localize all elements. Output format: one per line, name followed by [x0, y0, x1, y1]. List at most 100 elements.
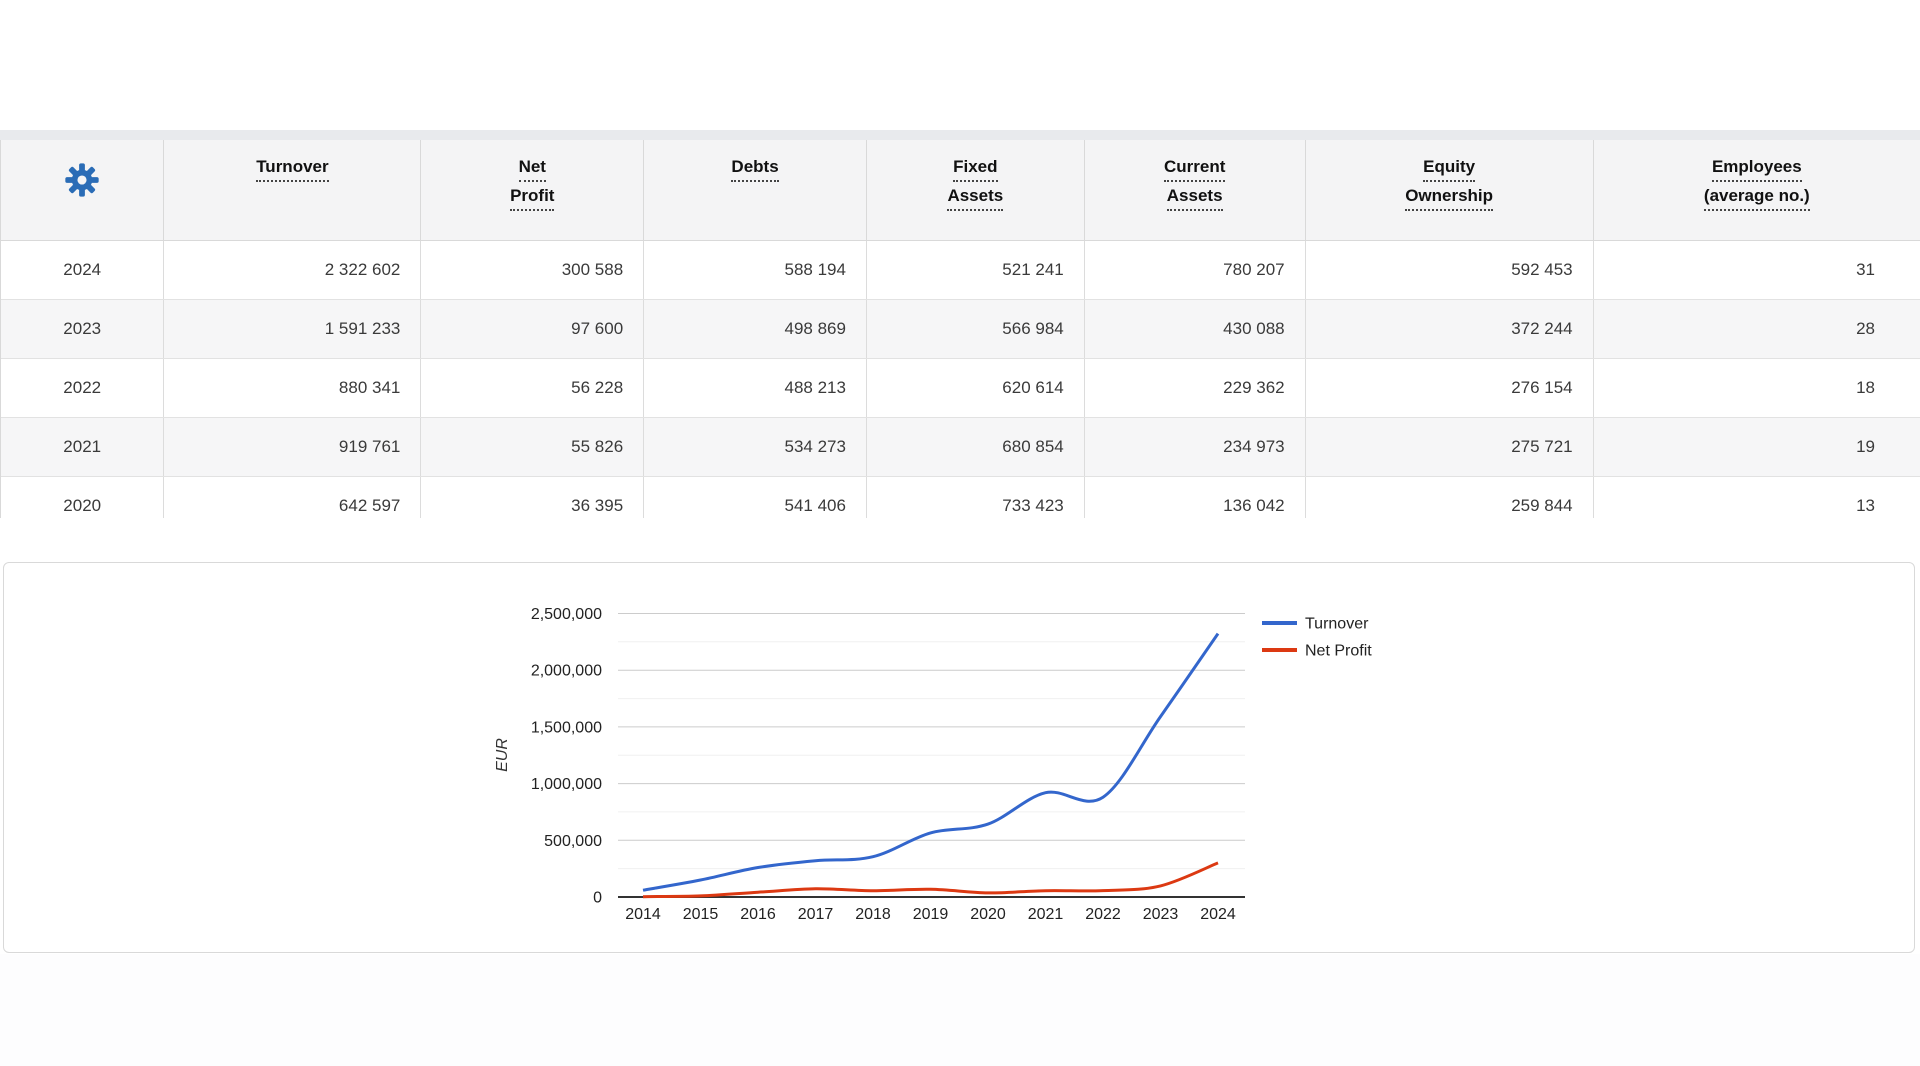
net_profit-cell: 36 395 [420, 476, 645, 518]
net_profit-cell: 97 600 [420, 299, 645, 359]
y-axis-title: EUR [494, 738, 511, 772]
gear-icon[interactable] [62, 160, 102, 200]
turnover-cell: 880 341 [163, 358, 422, 418]
column-header-equity_ownership[interactable]: Equity Ownership [1305, 140, 1594, 241]
column-header-net_profit[interactable]: Net Profit [420, 140, 645, 241]
table-row-2020: 2020 642 597 36 395 541 406 733 423 136 042 25… [1, 476, 1920, 518]
financials-table-section: Turnover Net Profit Debts Fixed Assets Current… [0, 130, 1920, 518]
x-axis-tick-label: 2016 [740, 906, 776, 923]
y-axis-tick-label: 1,500,000 [531, 719, 602, 736]
year-cell: 2022 [1, 358, 165, 418]
employees-cell: 13 [1593, 476, 1920, 518]
legend-item-net-profit[interactable]: Net Profit [1262, 643, 1372, 660]
year-cell: 2024 [1, 240, 165, 300]
table-row-2024: 2024 2 322 602 300 588 588 194 521 241 780 20… [1, 240, 1920, 300]
x-axis-tick-label: 2021 [1028, 906, 1064, 923]
column-header-employees[interactable]: Employees (average no.) [1593, 140, 1920, 241]
table-row-2021: 2021 919 761 55 826 534 273 680 854 234 973 27… [1, 417, 1920, 477]
y-axis-tick-label: 500,000 [544, 833, 602, 850]
net_profit-cell: 56 228 [420, 358, 645, 418]
x-axis-tick-label: 2018 [855, 906, 891, 923]
header-text-line: Debts [731, 153, 779, 182]
legend-label: Turnover [1305, 616, 1369, 633]
table-header-row: Turnover Net Profit Debts Fixed Assets Current… [1, 140, 1920, 241]
x-axis-tick-label: 2024 [1200, 906, 1236, 923]
column-header-label: Equity Ownership [1307, 153, 1592, 211]
employees-cell: 28 [1593, 299, 1920, 359]
column-header-label: Debts [645, 153, 865, 182]
x-axis-tick-label: 2023 [1143, 906, 1179, 923]
fixed_assets-cell: 680 854 [866, 417, 1085, 477]
net_profit-cell: 300 588 [420, 240, 645, 300]
turnover-cell: 919 761 [163, 417, 422, 477]
equity_ownership-cell: 275 721 [1305, 417, 1594, 477]
turnover-cell: 642 597 [163, 476, 422, 518]
y-axis-tick-label: 1,000,000 [531, 776, 602, 793]
employees-cell: 31 [1593, 240, 1920, 300]
header-text-line: Assets [947, 182, 1004, 211]
column-header-debts[interactable]: Debts [643, 140, 867, 241]
legend-label: Net Profit [1305, 643, 1372, 660]
year-cell: 2020 [1, 476, 165, 518]
header-text-line: (average no.) [1703, 182, 1810, 211]
debts-cell: 498 869 [643, 299, 867, 359]
fixed_assets-cell: 620 614 [866, 358, 1085, 418]
turnover-cell: 2 322 602 [163, 240, 422, 300]
x-axis-tick-label: 2020 [970, 906, 1006, 923]
current_assets-cell: 234 973 [1084, 417, 1306, 477]
header-text-line: Assets [1166, 182, 1223, 211]
debts-cell: 588 194 [643, 240, 867, 300]
turnover-line [642, 632, 1220, 892]
column-header-label: Current Assets [1086, 153, 1304, 211]
debts-cell: 541 406 [643, 476, 867, 518]
legend-item-turnover[interactable]: Turnover [1262, 616, 1369, 633]
table-row-2023: 2023 1 591 233 97 600 498 869 566 984 430 088… [1, 299, 1920, 359]
header-text-line: Equity [1423, 153, 1476, 182]
column-header-turnover[interactable]: Turnover [163, 140, 422, 241]
current_assets-cell: 136 042 [1084, 476, 1306, 518]
table-viewport: Turnover Net Profit Debts Fixed Assets Current… [0, 140, 1920, 518]
fixed_assets-cell: 733 423 [866, 476, 1085, 518]
table-top-border [0, 130, 1920, 140]
net-profit-line [642, 861, 1219, 899]
equity_ownership-cell: 372 244 [1305, 299, 1594, 359]
table-body: 2024 2 322 602 300 588 588 194 521 241 780 20… [1, 240, 1920, 518]
y-axis-tick-label: 2,500,000 [531, 606, 602, 623]
column-header-current_assets[interactable]: Current Assets [1084, 140, 1306, 241]
column-header-settings[interactable] [1, 140, 165, 241]
column-header-label: Employees (average no.) [1595, 153, 1919, 211]
x-axis-tick-label: 2022 [1085, 906, 1121, 923]
turnover-cell: 1 591 233 [163, 299, 422, 359]
employees-cell: 18 [1593, 358, 1920, 418]
fixed_assets-cell: 566 984 [866, 299, 1085, 359]
x-axis-tick-label: 2014 [625, 906, 661, 923]
financials-table: Turnover Net Profit Debts Fixed Assets Current… [1, 140, 1920, 518]
header-text-line: Ownership [1405, 182, 1494, 211]
equity_ownership-cell: 592 453 [1305, 240, 1594, 300]
table-row-2022: 2022 880 341 56 228 488 213 620 614 229 362 27… [1, 358, 1920, 418]
employees-cell: 19 [1593, 417, 1920, 477]
header-text-line: Fixed [953, 153, 998, 182]
header-text-line: Turnover [256, 153, 329, 182]
equity_ownership-cell: 276 154 [1305, 358, 1594, 418]
chart-card: 0 500,000 1,000,000 1,500,000 2,000,000 2,500… [3, 562, 1915, 953]
y-axis-tick-label: 0 [593, 890, 602, 907]
current_assets-cell: 229 362 [1084, 358, 1306, 418]
fixed_assets-cell: 521 241 [866, 240, 1085, 300]
debts-cell: 488 213 [643, 358, 867, 418]
debts-cell: 534 273 [643, 417, 867, 477]
page-footer-area [0, 954, 1920, 1066]
header-text-line: Current [1163, 153, 1226, 182]
x-axis-tick-label: 2015 [683, 906, 719, 923]
turnover-net-profit-chart: 0 500,000 1,000,000 1,500,000 2,000,000 2,500… [494, 606, 1372, 923]
current_assets-cell: 780 207 [1084, 240, 1306, 300]
column-header-label: Net Profit [422, 153, 642, 211]
column-header-fixed_assets[interactable]: Fixed Assets [866, 140, 1085, 241]
x-axis-tick-label: 2017 [798, 906, 834, 923]
header-text-line: Employees [1711, 153, 1802, 182]
header-text-line: Profit [510, 182, 555, 211]
column-header-label: Fixed Assets [868, 153, 1083, 211]
y-axis-tick-label: 2,000,000 [531, 663, 602, 680]
net_profit-cell: 55 826 [420, 417, 645, 477]
